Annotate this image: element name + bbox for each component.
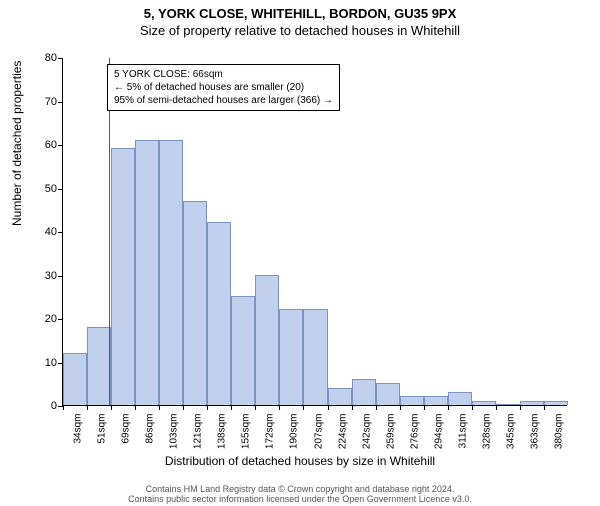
xtick-mark <box>328 405 329 410</box>
ytick-mark <box>58 58 63 59</box>
ytick-label: 20 <box>27 313 57 325</box>
xtick-mark <box>135 405 136 410</box>
x-axis-label: Distribution of detached houses by size … <box>0 454 600 468</box>
xtick-mark <box>544 405 545 410</box>
xtick-mark <box>279 405 280 410</box>
ytick-mark <box>58 145 63 146</box>
footer-line1: Contains HM Land Registry data © Crown c… <box>0 484 600 494</box>
ytick-mark <box>58 232 63 233</box>
ytick-label: 80 <box>27 52 57 64</box>
annotation-line1: 5 YORK CLOSE: 66sqm <box>114 68 333 81</box>
chart-title-line2: Size of property relative to detached ho… <box>0 23 600 38</box>
ytick-mark <box>58 319 63 320</box>
histogram-bar <box>111 148 135 405</box>
y-axis-label: Number of detached properties <box>10 61 24 226</box>
ytick-label: 30 <box>27 270 57 282</box>
histogram-bar <box>352 379 376 405</box>
histogram-bar <box>376 383 400 405</box>
ytick-mark <box>58 276 63 277</box>
histogram-bar <box>303 309 327 405</box>
histogram-bar <box>207 222 231 405</box>
histogram-bar <box>279 309 303 405</box>
xtick-mark <box>352 405 353 410</box>
histogram-bar <box>183 201 207 405</box>
histogram-bar <box>496 404 520 405</box>
xtick-mark <box>448 405 449 410</box>
xtick-mark <box>159 405 160 410</box>
xtick-mark <box>183 405 184 410</box>
histogram-bar <box>328 388 352 405</box>
chart-title-line1: 5, YORK CLOSE, WHITEHILL, BORDON, GU35 9… <box>0 6 600 21</box>
histogram-bar <box>400 396 424 405</box>
xtick-mark <box>111 405 112 410</box>
histogram-bar <box>544 401 568 405</box>
footer-line2: Contains public sector information licen… <box>0 494 600 504</box>
xtick-mark <box>87 405 88 410</box>
histogram-bar <box>520 401 544 405</box>
xtick-mark <box>207 405 208 410</box>
xtick-mark <box>472 405 473 410</box>
histogram-bar <box>63 353 87 405</box>
chart-area: 0102030405060708034sqm51sqm69sqm86sqm103… <box>62 58 567 406</box>
histogram-bar <box>255 275 279 406</box>
ytick-mark <box>58 189 63 190</box>
xtick-mark <box>424 405 425 410</box>
xtick-mark <box>520 405 521 410</box>
ytick-label: 40 <box>27 226 57 238</box>
histogram-bar <box>87 327 111 405</box>
xtick-mark <box>63 405 64 410</box>
xtick-mark <box>231 405 232 410</box>
chart-title-block: 5, YORK CLOSE, WHITEHILL, BORDON, GU35 9… <box>0 6 600 38</box>
ytick-mark <box>58 102 63 103</box>
annotation-line2: ← 5% of detached houses are smaller (20) <box>114 81 333 94</box>
xtick-mark <box>255 405 256 410</box>
ytick-label: 60 <box>27 139 57 151</box>
footer: Contains HM Land Registry data © Crown c… <box>0 484 600 504</box>
annotation-box: 5 YORK CLOSE: 66sqm ← 5% of detached hou… <box>107 64 340 111</box>
ytick-label: 10 <box>27 357 57 369</box>
histogram-bar <box>424 396 448 405</box>
histogram-bar <box>159 140 183 405</box>
xtick-mark <box>496 405 497 410</box>
ytick-label: 50 <box>27 183 57 195</box>
xtick-mark <box>400 405 401 410</box>
xtick-mark <box>303 405 304 410</box>
histogram-bar <box>231 296 255 405</box>
histogram-bar <box>448 392 472 405</box>
xtick-mark <box>376 405 377 410</box>
histogram-bar <box>472 401 496 405</box>
ytick-label: 70 <box>27 96 57 108</box>
histogram-bar <box>135 140 159 405</box>
annotation-line3: 95% of semi-detached houses are larger (… <box>114 94 333 107</box>
ytick-label: 0 <box>27 400 57 412</box>
